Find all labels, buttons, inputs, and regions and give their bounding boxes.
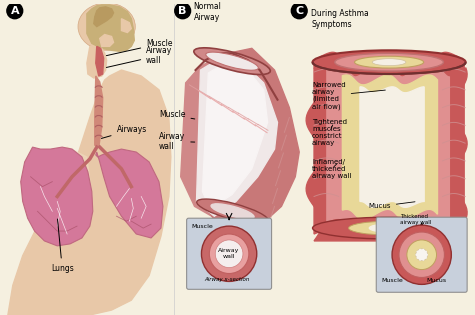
- Ellipse shape: [313, 217, 466, 239]
- Polygon shape: [96, 46, 104, 76]
- Text: Airway x-section: Airway x-section: [204, 278, 250, 283]
- Polygon shape: [21, 147, 93, 246]
- Text: Thickened
airway wall: Thickened airway wall: [400, 214, 431, 225]
- Ellipse shape: [335, 53, 444, 71]
- Text: Mucus: Mucus: [369, 202, 415, 209]
- FancyBboxPatch shape: [376, 217, 467, 292]
- Ellipse shape: [313, 50, 466, 74]
- Ellipse shape: [206, 52, 258, 70]
- Polygon shape: [87, 5, 134, 51]
- Polygon shape: [33, 147, 92, 236]
- Polygon shape: [100, 35, 114, 46]
- Circle shape: [209, 234, 249, 273]
- Ellipse shape: [197, 199, 268, 224]
- Polygon shape: [95, 76, 103, 147]
- Text: Airway
wall: Airway wall: [218, 248, 240, 259]
- Bar: [3, 4, 176, 315]
- Polygon shape: [342, 75, 437, 219]
- Ellipse shape: [211, 204, 254, 219]
- Text: A: A: [10, 6, 19, 16]
- Polygon shape: [327, 63, 449, 230]
- Text: Tightened
muscles
constrict
airway: Tightened muscles constrict airway: [312, 119, 347, 146]
- Polygon shape: [180, 56, 272, 218]
- Text: Airway
wall: Airway wall: [106, 46, 172, 67]
- Text: Muscle: Muscle: [159, 111, 195, 119]
- Polygon shape: [306, 68, 467, 241]
- Text: Lungs: Lungs: [51, 219, 74, 272]
- Circle shape: [7, 3, 23, 19]
- Polygon shape: [197, 58, 277, 216]
- Polygon shape: [416, 249, 428, 261]
- Text: Normal
Airway: Normal Airway: [193, 2, 221, 22]
- Ellipse shape: [354, 56, 424, 68]
- Text: Airways: Airways: [101, 125, 147, 138]
- Text: Mucus: Mucus: [427, 278, 447, 284]
- Circle shape: [399, 232, 445, 278]
- Circle shape: [392, 225, 451, 284]
- Polygon shape: [205, 48, 299, 234]
- Text: Muscle: Muscle: [106, 39, 172, 56]
- Ellipse shape: [194, 48, 270, 75]
- Ellipse shape: [349, 221, 429, 235]
- Circle shape: [291, 3, 307, 19]
- Ellipse shape: [370, 224, 409, 232]
- Polygon shape: [94, 7, 114, 26]
- Text: Inflamed/
thickened
airway wall: Inflamed/ thickened airway wall: [312, 159, 352, 179]
- Text: B: B: [179, 6, 187, 16]
- Circle shape: [416, 249, 428, 261]
- Ellipse shape: [78, 3, 135, 50]
- Circle shape: [201, 226, 257, 281]
- Polygon shape: [314, 52, 464, 240]
- Circle shape: [407, 240, 437, 270]
- Polygon shape: [87, 46, 106, 78]
- Text: C: C: [295, 6, 304, 16]
- Text: Narrowed
airway
(limited
air flow): Narrowed airway (limited air flow): [312, 82, 385, 110]
- Circle shape: [215, 240, 243, 268]
- Text: Muscle: Muscle: [381, 278, 403, 284]
- Polygon shape: [8, 70, 171, 315]
- Text: During Asthma
Symptoms: During Asthma Symptoms: [311, 9, 369, 29]
- FancyBboxPatch shape: [187, 218, 272, 289]
- Polygon shape: [122, 19, 131, 32]
- Polygon shape: [360, 87, 424, 207]
- Circle shape: [175, 3, 190, 19]
- Text: Airway
wall: Airway wall: [159, 132, 195, 151]
- Ellipse shape: [372, 59, 406, 66]
- Polygon shape: [202, 62, 267, 208]
- Polygon shape: [96, 149, 163, 238]
- Text: Muscle: Muscle: [191, 224, 213, 229]
